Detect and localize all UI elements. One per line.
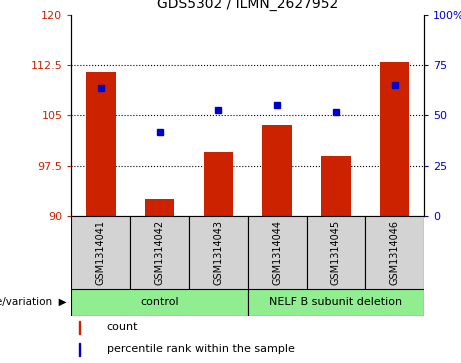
Bar: [189, 216, 248, 289]
Bar: [204, 152, 233, 216]
Bar: [78, 321, 80, 334]
Bar: [78, 343, 80, 356]
Bar: [86, 72, 116, 216]
Bar: [380, 61, 409, 216]
Text: genotype/variation  ▶: genotype/variation ▶: [0, 297, 67, 307]
Text: count: count: [107, 322, 138, 332]
Text: percentile rank within the sample: percentile rank within the sample: [107, 344, 295, 354]
Bar: [130, 216, 189, 289]
Text: GSM1314043: GSM1314043: [213, 220, 224, 285]
Bar: [321, 155, 351, 216]
Text: control: control: [140, 297, 179, 307]
Text: GSM1314045: GSM1314045: [331, 220, 341, 285]
Text: GSM1314041: GSM1314041: [96, 220, 106, 285]
Title: GDS5302 / ILMN_2627952: GDS5302 / ILMN_2627952: [157, 0, 338, 11]
Bar: [71, 289, 248, 316]
Bar: [145, 199, 174, 216]
Text: GSM1314042: GSM1314042: [154, 220, 165, 285]
Text: GSM1314046: GSM1314046: [390, 220, 400, 285]
Bar: [262, 125, 292, 216]
Bar: [365, 216, 424, 289]
Bar: [248, 289, 424, 316]
Text: GSM1314044: GSM1314044: [272, 220, 282, 285]
Bar: [248, 216, 307, 289]
Bar: [307, 216, 366, 289]
Bar: [71, 216, 130, 289]
Text: NELF B subunit deletion: NELF B subunit deletion: [269, 297, 402, 307]
